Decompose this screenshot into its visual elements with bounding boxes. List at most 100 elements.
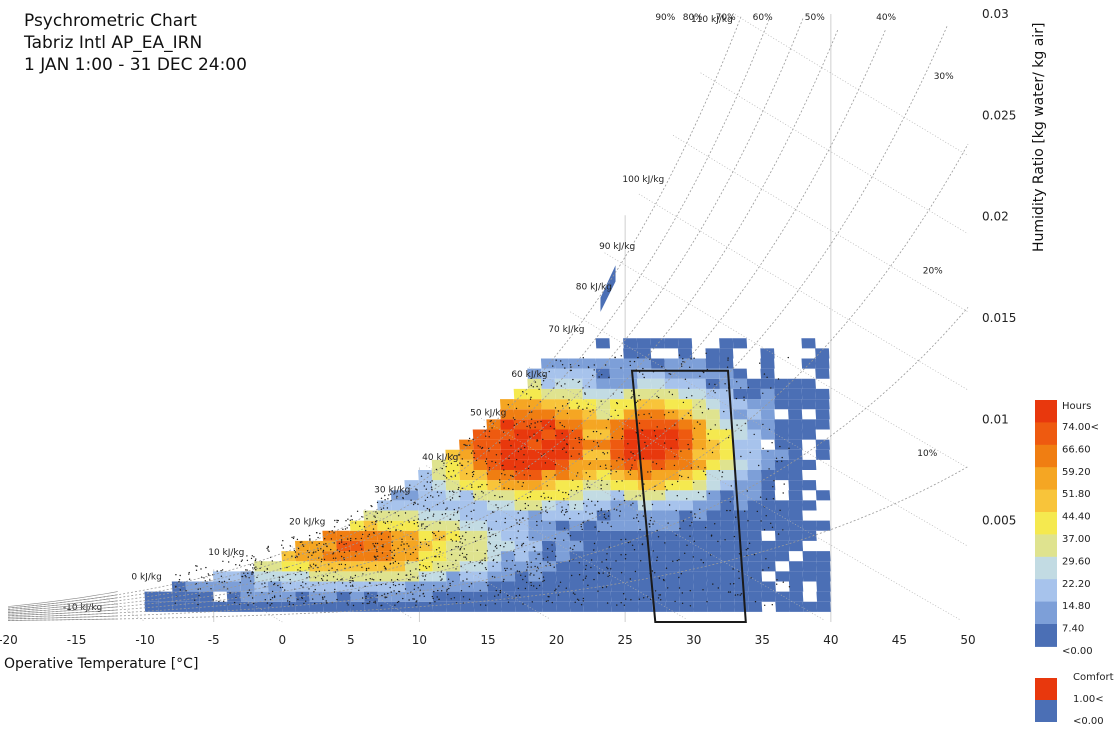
hourly-point bbox=[762, 423, 764, 426]
heatmap-cell bbox=[541, 399, 556, 410]
hourly-point bbox=[607, 515, 610, 517]
heatmap-cell bbox=[540, 358, 556, 369]
hourly-point bbox=[442, 573, 445, 575]
hourly-point bbox=[657, 597, 660, 599]
y-axis-label: Humidity Ratio [kg water/ kg air] bbox=[1031, 23, 1047, 252]
hourly-point bbox=[324, 538, 326, 540]
hourly-point bbox=[501, 473, 503, 475]
hourly-point bbox=[355, 538, 357, 540]
hourly-point bbox=[279, 595, 281, 597]
hourly-point bbox=[523, 421, 525, 423]
hourly-point bbox=[377, 555, 379, 557]
hourly-point bbox=[526, 497, 529, 499]
heatmap-cell bbox=[528, 551, 543, 562]
hourly-point bbox=[782, 529, 784, 531]
hourly-point bbox=[461, 542, 464, 544]
hourly-point bbox=[776, 460, 778, 463]
heatmap-cell bbox=[596, 540, 612, 552]
hourly-point bbox=[781, 456, 783, 459]
hourly-point bbox=[547, 548, 549, 550]
comfort-legend-swatch bbox=[1035, 678, 1057, 700]
hourly-point bbox=[455, 523, 457, 525]
hourly-point bbox=[371, 521, 373, 524]
heatmap-cell bbox=[308, 581, 324, 592]
saturation-fan-line bbox=[7, 606, 118, 615]
hourly-point bbox=[779, 445, 781, 448]
hourly-point bbox=[631, 390, 633, 392]
hourly-point bbox=[253, 564, 255, 566]
heatmap-cell bbox=[760, 348, 775, 359]
hourly-point bbox=[303, 602, 305, 605]
hourly-point bbox=[510, 474, 512, 477]
heatmap-cell bbox=[582, 470, 597, 481]
hourly-point bbox=[602, 572, 604, 574]
hourly-point bbox=[293, 549, 296, 552]
hourly-point bbox=[426, 525, 428, 528]
heatmap-cell bbox=[624, 510, 639, 521]
hours-legend-label: 14.80 bbox=[1062, 601, 1091, 612]
hourly-point bbox=[543, 374, 545, 377]
hourly-point bbox=[401, 541, 403, 543]
hourly-point bbox=[245, 576, 247, 578]
heatmap-cell bbox=[527, 368, 542, 379]
hourly-point bbox=[446, 565, 449, 567]
hourly-point bbox=[260, 561, 263, 563]
hourly-point bbox=[585, 575, 587, 577]
hourly-point bbox=[666, 489, 668, 491]
heatmap-cell bbox=[432, 510, 447, 521]
hourly-point bbox=[427, 472, 429, 474]
hourly-point bbox=[390, 493, 392, 495]
heatmap-cell bbox=[582, 409, 597, 420]
heatmap-cell bbox=[555, 470, 570, 481]
heatmap-cell bbox=[706, 591, 722, 602]
hourly-point bbox=[426, 481, 428, 483]
heatmap-cell bbox=[528, 540, 543, 552]
heatmap-cell bbox=[555, 500, 570, 511]
hourly-point bbox=[743, 399, 745, 401]
heatmap-cell bbox=[583, 591, 598, 602]
heatmap-cell bbox=[746, 399, 762, 410]
hourly-point bbox=[656, 529, 658, 532]
hourly-point bbox=[254, 559, 257, 562]
hourly-point bbox=[699, 508, 701, 510]
hourly-point bbox=[238, 564, 241, 566]
hourly-point bbox=[541, 509, 543, 511]
hourly-point bbox=[453, 514, 455, 516]
hourly-point bbox=[549, 522, 551, 524]
hourly-point bbox=[638, 598, 641, 600]
hourly-point bbox=[365, 511, 367, 513]
heatmap-cell bbox=[788, 571, 804, 582]
heatmap-cell bbox=[459, 500, 474, 511]
hourly-point bbox=[346, 602, 348, 604]
heatmap-cell bbox=[815, 358, 830, 369]
hourly-point bbox=[569, 547, 572, 549]
hourly-point bbox=[618, 457, 620, 459]
hourly-point bbox=[431, 480, 433, 482]
hourly-point bbox=[661, 468, 663, 470]
hours-legend-label: 66.60 bbox=[1062, 444, 1091, 455]
hourly-point bbox=[620, 602, 622, 604]
hourly-point bbox=[322, 551, 324, 553]
hourly-point bbox=[561, 509, 564, 511]
heatmap-cell bbox=[802, 530, 817, 541]
heatmap-cell bbox=[445, 551, 461, 562]
hourly-point bbox=[534, 381, 537, 383]
heatmap-cell bbox=[254, 601, 269, 612]
hourly-point bbox=[199, 588, 202, 590]
hourly-point bbox=[637, 400, 639, 402]
y-tick-label: 0.01 bbox=[982, 412, 1009, 426]
hours-legend-label: 74.00< bbox=[1062, 422, 1099, 433]
heatmap-cell bbox=[158, 591, 173, 602]
hourly-point bbox=[499, 591, 501, 594]
hourly-point bbox=[507, 594, 509, 597]
hourly-point bbox=[289, 578, 291, 581]
hourly-point bbox=[472, 495, 475, 498]
heatmap-cell bbox=[349, 540, 365, 552]
hourly-point bbox=[578, 380, 581, 383]
hourly-point bbox=[390, 591, 392, 593]
hourly-point bbox=[708, 383, 710, 385]
heatmap-cell bbox=[720, 561, 735, 572]
hourly-point bbox=[461, 464, 464, 467]
hourly-point bbox=[395, 593, 398, 595]
hourly-point bbox=[363, 526, 366, 528]
